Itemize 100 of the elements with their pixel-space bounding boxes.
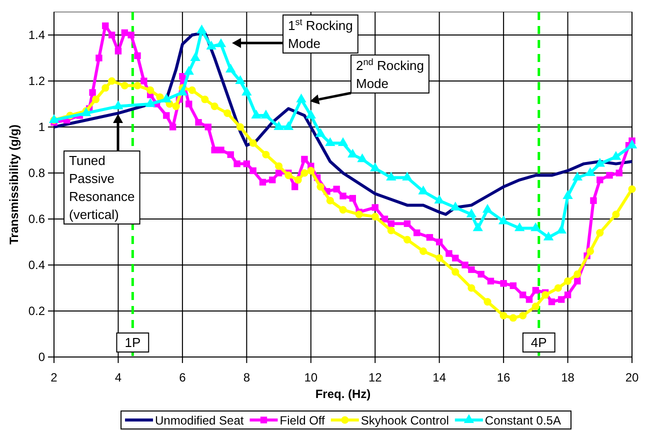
y-tick-label: 0.6: [28, 212, 46, 226]
x-tick-label: 10: [304, 370, 318, 385]
point: [210, 102, 218, 110]
point: [498, 215, 509, 224]
point: [249, 139, 257, 147]
point: [543, 232, 554, 240]
annotation: Tuned Passive Resonance (vertical): [69, 153, 135, 222]
legend-label: Constant 0.5A: [484, 414, 561, 428]
legend-label: Unmodified Seat: [155, 414, 244, 428]
x-tick-label: 2: [50, 370, 58, 385]
x-tick-label: 12: [368, 370, 382, 385]
point: [450, 202, 460, 210]
y-tick-label: 0.2: [28, 304, 46, 318]
point: [235, 75, 246, 84]
x-tick-label: 20: [625, 370, 639, 385]
point: [206, 40, 216, 50]
point: [325, 137, 336, 146]
point: [145, 98, 156, 107]
point: [596, 229, 604, 237]
point: [434, 194, 444, 204]
annotation: 1$^{st}$ Rocking Mode: [288, 17, 353, 51]
point: [196, 24, 207, 34]
point: [262, 150, 270, 158]
point: [574, 270, 582, 278]
legend-label: Skyhook Control: [360, 414, 449, 428]
point: [296, 94, 306, 102]
point: [201, 96, 209, 104]
point: [403, 236, 412, 244]
point: [562, 190, 573, 199]
point: [190, 52, 200, 61]
point: [326, 196, 334, 204]
point: [556, 224, 566, 234]
point: [509, 314, 517, 322]
point: [530, 222, 541, 232]
point: [542, 291, 550, 299]
point: [532, 302, 540, 310]
point: [387, 226, 395, 234]
point: [484, 298, 492, 306]
point: [370, 162, 380, 172]
point: [612, 210, 620, 218]
point: [357, 153, 368, 162]
x-tick-label: 6: [179, 370, 186, 385]
point: [274, 121, 284, 130]
x-tick-label: 8: [243, 370, 250, 385]
point: [134, 82, 142, 90]
point: [452, 268, 460, 276]
y-tick-label: 0.8: [28, 166, 46, 180]
point: [348, 148, 358, 158]
point: [338, 137, 348, 146]
point: [294, 176, 302, 184]
legend-label: Field Off: [280, 414, 326, 428]
point: [594, 158, 605, 167]
y-axis-title: Transmissibility (g/g): [7, 124, 21, 245]
point: [402, 172, 412, 181]
point: [216, 38, 226, 48]
point: [92, 96, 100, 104]
ref-line-label: 4P: [530, 335, 547, 350]
point: [184, 66, 194, 75]
point: [472, 222, 483, 232]
point: [315, 128, 326, 137]
point: [419, 247, 428, 255]
point: [585, 167, 596, 176]
point: [224, 109, 232, 117]
y-tick-label: 0: [38, 350, 46, 364]
ref-line-label: 1P: [124, 335, 141, 350]
point: [161, 94, 172, 102]
point: [113, 100, 124, 110]
x-tick-label: 18: [561, 370, 575, 385]
point: [466, 208, 477, 218]
point: [172, 102, 180, 110]
point: [355, 210, 363, 218]
point: [108, 77, 116, 85]
point: [316, 183, 324, 191]
point: [482, 204, 493, 213]
point: [300, 169, 308, 177]
point: [339, 206, 347, 214]
point: [468, 284, 476, 292]
point: [564, 277, 572, 285]
point: [284, 172, 292, 180]
point: [188, 86, 196, 94]
point: [146, 86, 154, 94]
x-tick-label: 16: [496, 370, 511, 385]
point: [418, 186, 428, 194]
point: [386, 172, 396, 181]
x-tick-label: 14: [432, 370, 446, 385]
point: [436, 254, 444, 262]
point: [371, 212, 379, 220]
point: [554, 284, 562, 292]
point: [514, 222, 525, 232]
point: [626, 140, 638, 148]
point: [274, 162, 283, 170]
y-tick-label: 1.2: [28, 74, 46, 88]
point: [307, 166, 315, 174]
annotation: 2$^{nd}$ Rocking Mode: [356, 57, 424, 91]
y-tick-label: 1: [38, 120, 46, 134]
point: [283, 121, 294, 130]
point: [102, 84, 110, 92]
point: [226, 64, 236, 72]
point: [236, 123, 244, 131]
point: [572, 172, 583, 181]
